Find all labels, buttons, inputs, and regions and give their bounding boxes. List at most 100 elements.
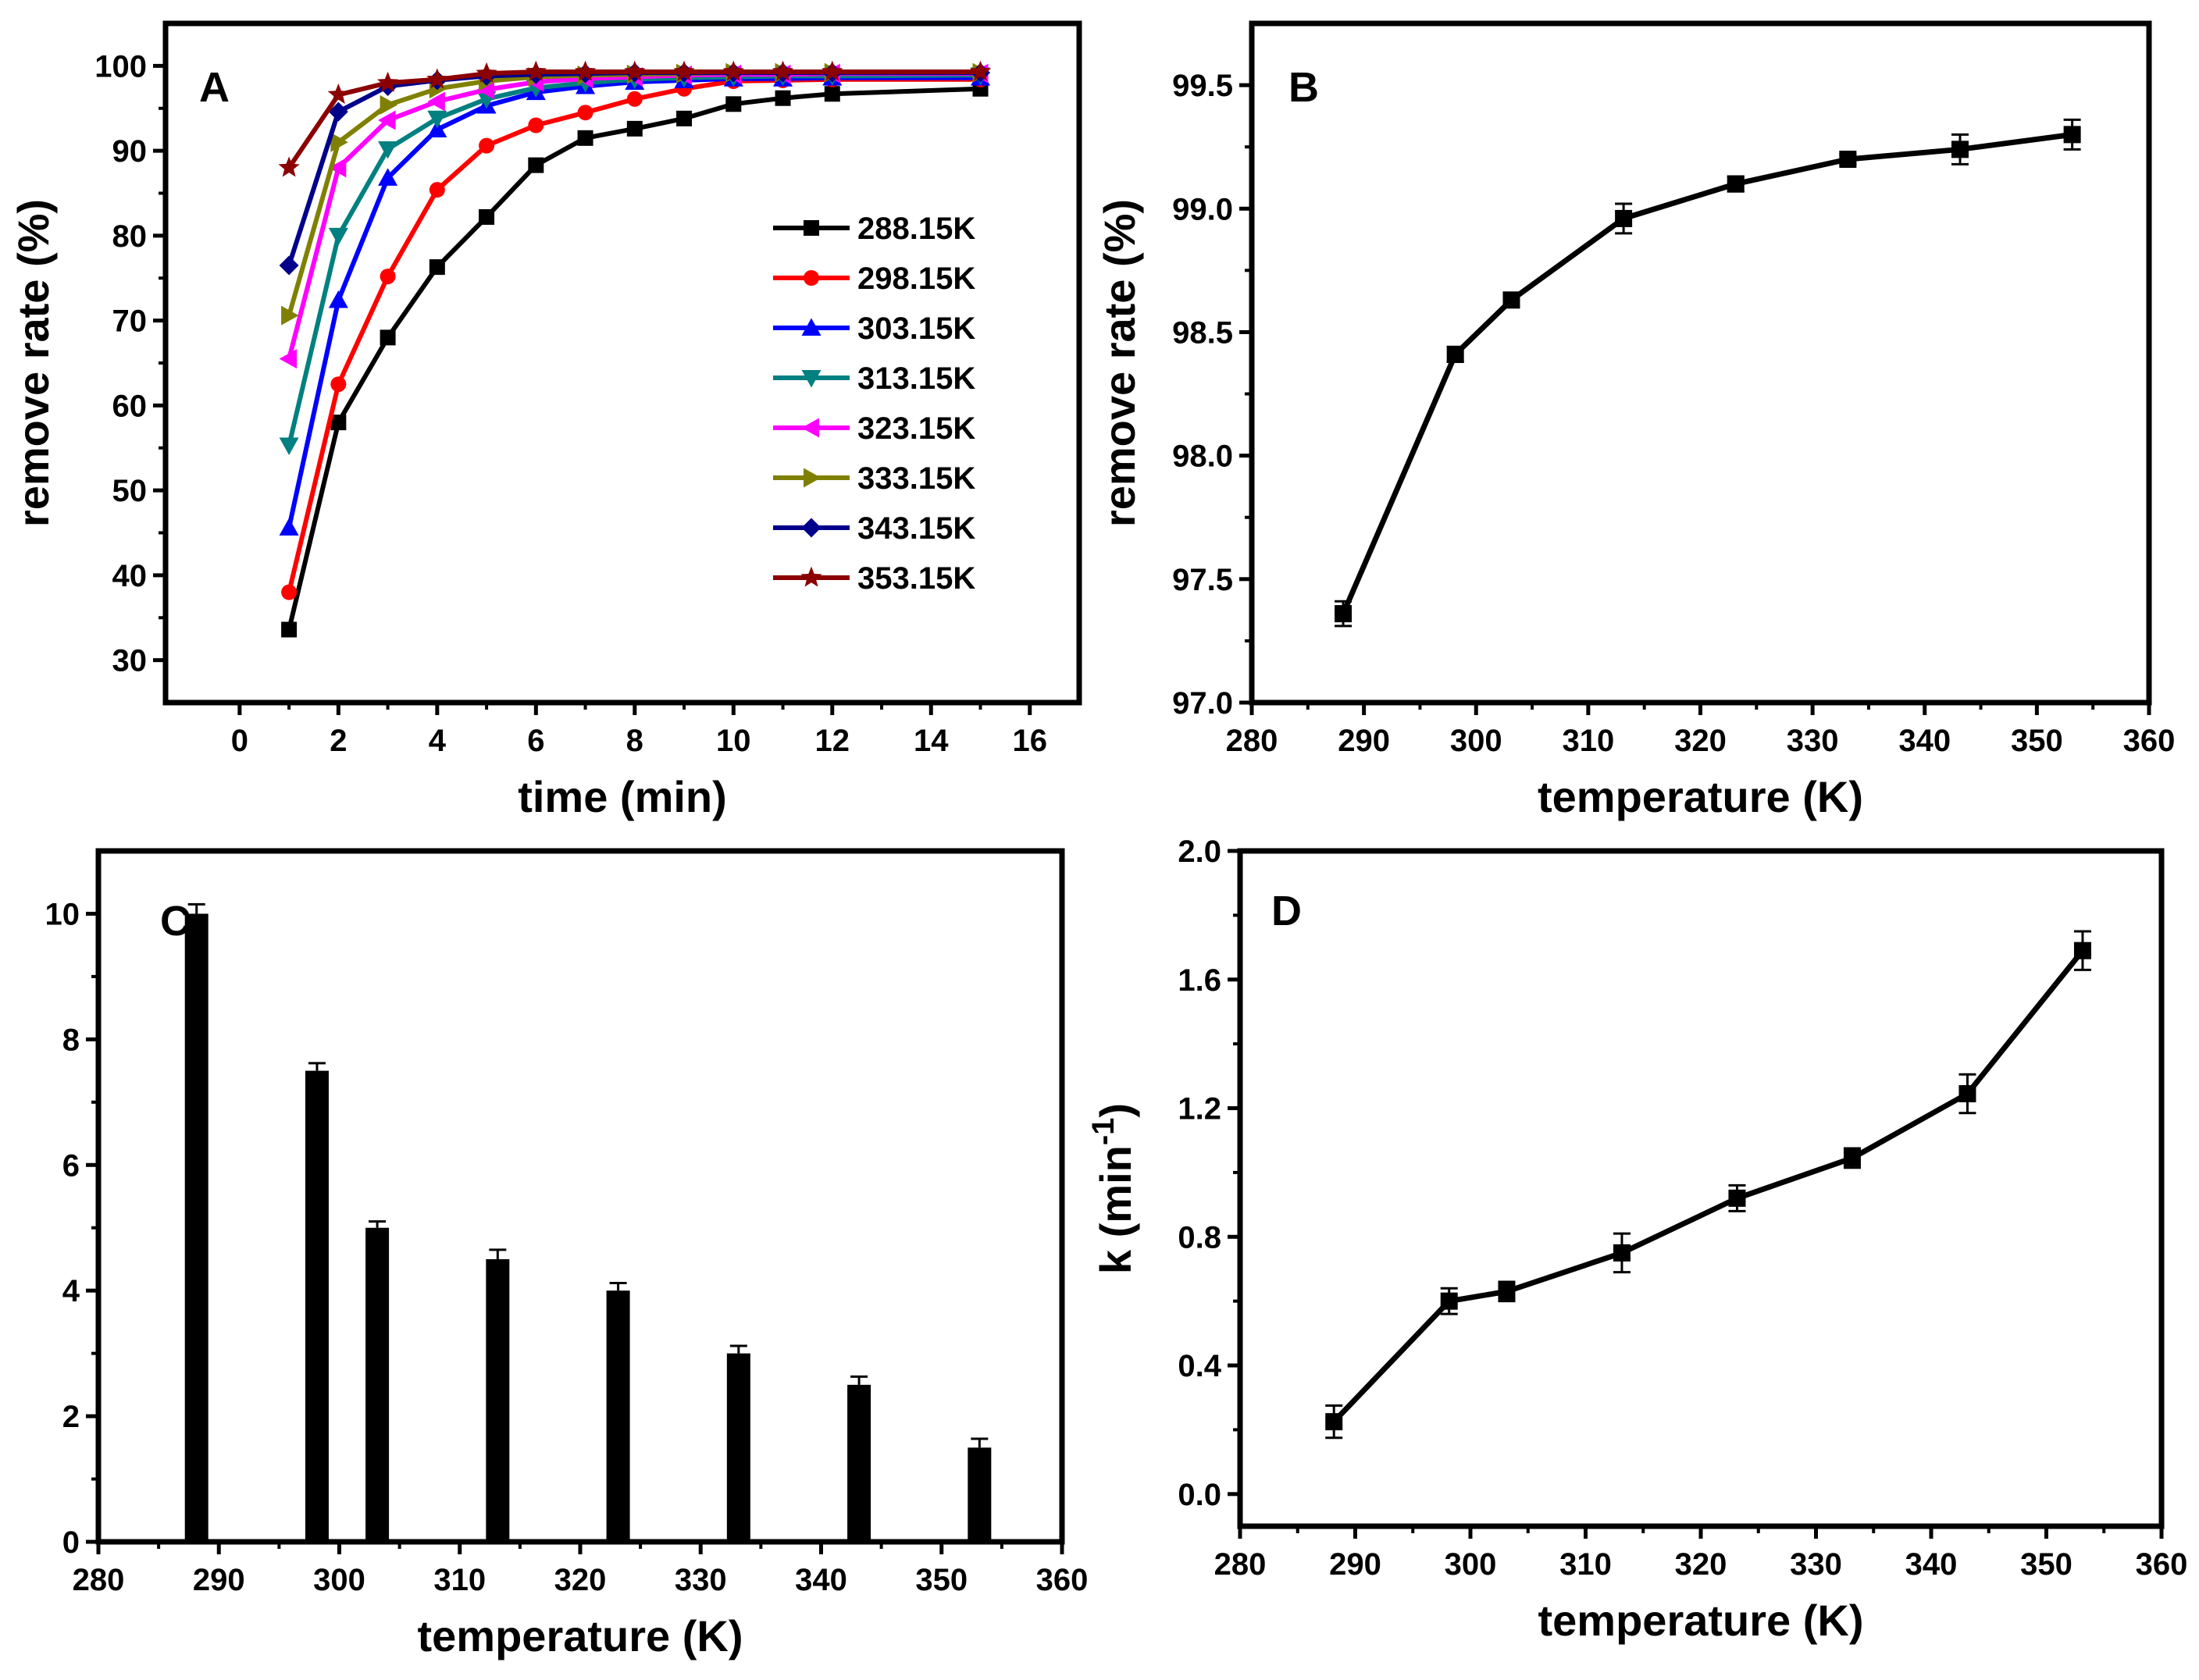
- x-tick-label: 320: [554, 1563, 607, 1597]
- legend-label: 288.15K: [857, 212, 975, 246]
- legend-label: 298.15K: [857, 262, 975, 296]
- y-tick-label: 30: [112, 644, 148, 678]
- x-tick-label: 280: [1214, 1547, 1267, 1582]
- x-tick-label: 350: [915, 1563, 968, 1597]
- panel-label: B: [1288, 64, 1319, 111]
- y-tick-label: 0: [62, 1525, 80, 1560]
- data-point: [328, 290, 348, 308]
- data-point: [427, 110, 447, 129]
- y-tick-label: 0.0: [1178, 1478, 1221, 1512]
- bar: [968, 1447, 992, 1542]
- data-point: [279, 518, 299, 536]
- x-tick-label: 6: [527, 724, 544, 758]
- data-point: [479, 137, 495, 154]
- legend-marker: [804, 468, 822, 488]
- x-tick-label: 340: [1905, 1547, 1958, 1582]
- x-axis: 0 2 4 6 8 10 12 14 16: [231, 703, 1047, 758]
- x-tick-label: 280: [73, 1563, 125, 1597]
- plot-frame: [95, 848, 1065, 1545]
- y-axis: 97.0 97.5 98.0 98.5 99.0 99.5: [1172, 69, 1252, 721]
- x-tick-label: 290: [193, 1563, 245, 1597]
- data-point: [378, 168, 398, 186]
- plot-frame: [1237, 848, 2165, 1529]
- data-point: [426, 68, 448, 89]
- data-point: [279, 437, 299, 455]
- data-point: [525, 60, 547, 81]
- data-point: [772, 60, 794, 81]
- data-point: [1446, 345, 1464, 363]
- panel-c: 280 290 300 310 320 330 340 350 360 0 2 4 6 8 10 temper…: [45, 848, 1088, 1660]
- panel-b: 280 290 300 310 320 330 340 350 36097.097.598.09…: [1095, 20, 2176, 821]
- bar: [486, 1258, 510, 1542]
- data-point: [577, 130, 593, 146]
- y-axis-label-superscript: -1: [1086, 1118, 1121, 1146]
- series: [1335, 118, 2081, 628]
- x-tick-label: 16: [1013, 724, 1048, 758]
- legend-label: 343.15K: [857, 511, 975, 546]
- data-point: [2063, 126, 2081, 144]
- data-point: [278, 156, 300, 177]
- x-tick-label: 320: [1674, 724, 1727, 758]
- data-point: [626, 91, 643, 107]
- x-tick-label: 350: [2011, 724, 2063, 758]
- data-point: [429, 182, 445, 198]
- y-tick-label: 50: [112, 474, 148, 508]
- data-point: [1613, 1244, 1631, 1262]
- data-point: [2073, 941, 2091, 959]
- legend-label: 303.15K: [857, 311, 975, 346]
- x-tick-label: 280: [1226, 724, 1278, 758]
- x-tick-label: 290: [1329, 1547, 1381, 1582]
- y-tick-label: 60: [112, 389, 148, 423]
- data-point: [822, 60, 843, 81]
- x-tick-label: 310: [1559, 1547, 1612, 1582]
- plot-frame: [1249, 20, 2152, 706]
- y-tick-label: 40: [112, 559, 148, 593]
- x-axis-label: temperature (K): [1538, 772, 1863, 821]
- y-tick-label: 98.5: [1172, 315, 1233, 350]
- data-point: [528, 117, 544, 133]
- data-point: [577, 105, 593, 121]
- data-point: [427, 119, 447, 137]
- x-axis: 280 290 300 310 320 330 340 350 360: [1226, 703, 2176, 758]
- y-tick-label: 4: [62, 1274, 80, 1308]
- panel-label: A: [199, 64, 230, 111]
- data-point: [330, 415, 347, 431]
- x-tick-label: 360: [2123, 724, 2176, 758]
- y-tick-label: 100: [94, 49, 147, 84]
- bar: [305, 1070, 329, 1542]
- x-tick-label: 330: [1790, 1547, 1842, 1582]
- data-point: [574, 60, 597, 81]
- series-line: [1331, 949, 2085, 1424]
- x-tick-label: 360: [2136, 1547, 2188, 1582]
- y-tick-label: 98.0: [1172, 440, 1233, 474]
- x-tick-label: 300: [313, 1563, 365, 1597]
- bar: [184, 913, 208, 1542]
- data-point: [1839, 151, 1857, 168]
- data-point: [1951, 141, 1969, 158]
- y-axis-label-text: remove rate (%): [1095, 199, 1144, 527]
- series: [1325, 930, 2091, 1440]
- x-tick-label: 10: [716, 724, 751, 758]
- x-axis-label: temperature (K): [1538, 1596, 1864, 1645]
- bar: [726, 1353, 750, 1542]
- data-point: [969, 60, 992, 81]
- y-tick-label: 1.6: [1178, 963, 1221, 998]
- legend-label: 333.15K: [857, 461, 975, 496]
- x-tick-label: 300: [1445, 1547, 1497, 1582]
- data-point: [1325, 1413, 1343, 1431]
- y-axis-label-text: k (min: [1091, 1145, 1140, 1274]
- data-point: [378, 110, 396, 130]
- data-point: [1615, 209, 1633, 227]
- legend-marker: [804, 270, 819, 286]
- data-point: [328, 101, 348, 122]
- y-tick-label: 80: [112, 219, 148, 254]
- y-tick-label: 2: [62, 1400, 80, 1434]
- x-tick-label: 310: [433, 1563, 486, 1597]
- data-point: [479, 208, 495, 225]
- data-point: [429, 259, 445, 276]
- y-tick-label: 99.5: [1172, 69, 1233, 103]
- data-point: [1498, 1283, 1516, 1301]
- series: [281, 80, 989, 638]
- data-point: [824, 86, 840, 102]
- x-tick-label: 350: [2020, 1547, 2072, 1582]
